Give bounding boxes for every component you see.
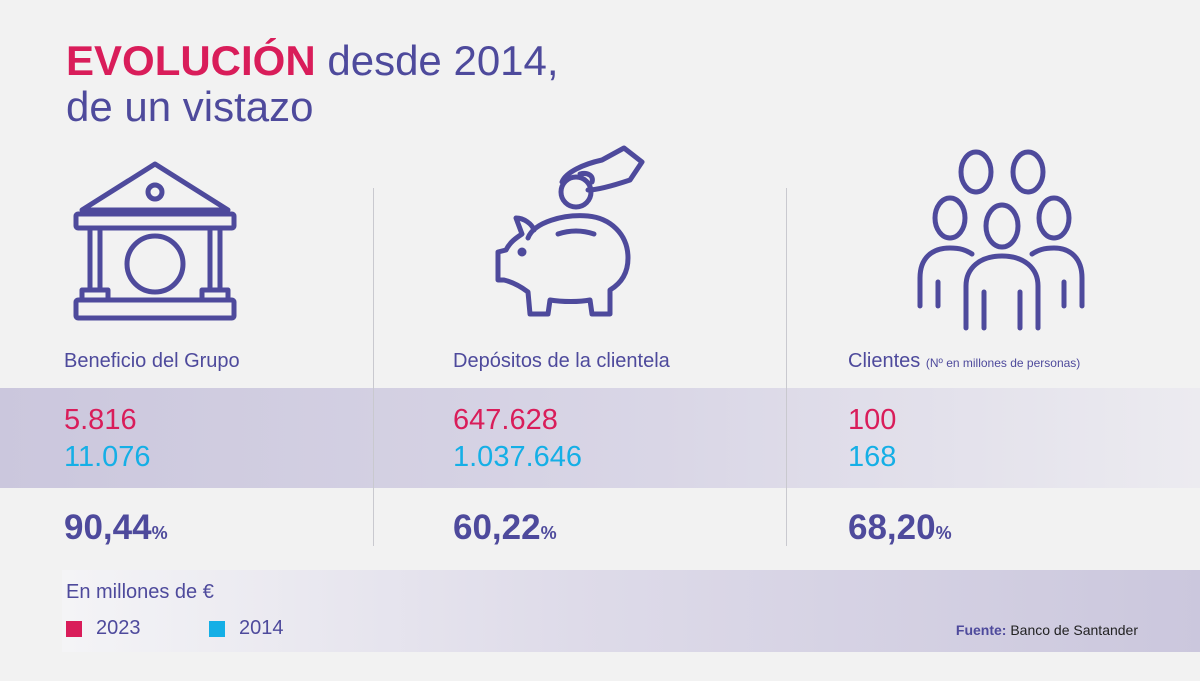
- piggy-bank-icon: [492, 134, 652, 329]
- title-line2: de un vistazo: [66, 83, 314, 130]
- label-clientes: Clientes (Nº en millones de personas): [848, 350, 1081, 372]
- change-clientes: 68,20%: [848, 508, 952, 547]
- legend-label-2023: 2023: [96, 617, 141, 639]
- column-divider: [373, 188, 374, 546]
- people-group-icon: [906, 146, 1096, 341]
- source-value: Banco de Santander: [1010, 622, 1138, 638]
- value-2014-beneficio: 11.076: [64, 441, 151, 473]
- legend-label-2014: 2014: [239, 617, 284, 639]
- legend-swatch-2014: [209, 620, 225, 637]
- units-label: En millones de €: [66, 581, 214, 603]
- value-2023-beneficio: 5.816: [64, 404, 137, 436]
- bank-icon: [72, 160, 238, 327]
- column-divider: [786, 188, 787, 546]
- legend-2023: 2023: [66, 617, 141, 640]
- source-label: Fuente:: [955, 622, 1007, 638]
- change-beneficio: 90,44%: [64, 508, 168, 547]
- label-depositos: Depósitos de la clientela: [453, 350, 670, 372]
- label-beneficio: Beneficio del Grupo: [64, 350, 240, 372]
- value-2014-clientes: 168: [848, 441, 897, 473]
- source-note: Fuente: Banco de Santander: [956, 622, 1138, 638]
- title-rest: desde 2014,: [315, 37, 559, 84]
- value-2014-depositos: 1.037.646: [453, 441, 583, 473]
- footer-band: [62, 570, 1200, 652]
- legend-swatch-2023: [66, 620, 82, 637]
- values-band: [0, 388, 1200, 488]
- label-clientes-note: (Nº en millones de personas): [925, 356, 1081, 370]
- value-2023-depositos: 647.628: [453, 404, 558, 436]
- legend-2014: 2014: [209, 617, 284, 640]
- title-highlight: EVOLUCIÓN: [66, 37, 316, 84]
- change-depositos: 60,22%: [453, 508, 557, 547]
- page-title: EVOLUCIÓN desde 2014, de un vistazo: [66, 38, 559, 130]
- value-2023-clientes: 100: [848, 404, 897, 436]
